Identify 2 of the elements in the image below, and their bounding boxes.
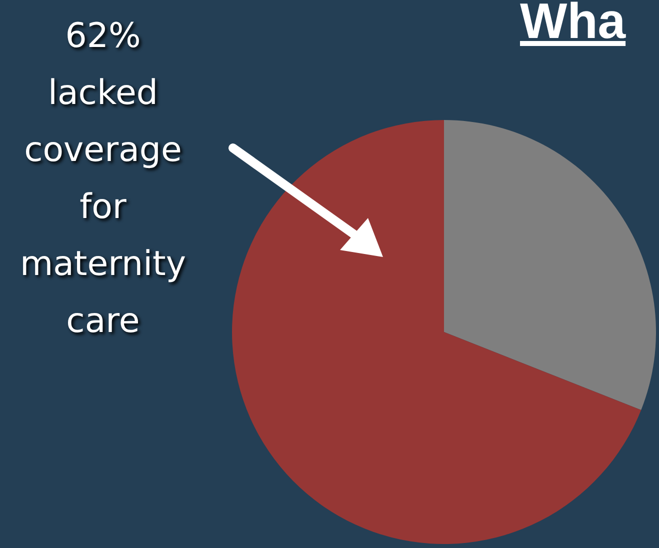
chart-title: Wha [520,0,626,50]
text: 62% lacked coverage for maternity care [18,15,188,343]
